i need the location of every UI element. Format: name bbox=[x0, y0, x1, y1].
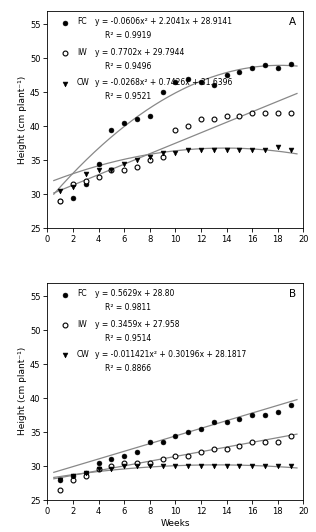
Text: R² = 0.9521: R² = 0.9521 bbox=[105, 92, 151, 101]
Text: R² = 0.8866: R² = 0.8866 bbox=[105, 364, 151, 373]
Text: R² = 0.9496: R² = 0.9496 bbox=[105, 62, 151, 71]
Text: CW: CW bbox=[77, 350, 89, 359]
Text: R² = 0.9919: R² = 0.9919 bbox=[105, 31, 151, 40]
Text: FC: FC bbox=[77, 17, 87, 26]
Text: FC: FC bbox=[77, 289, 87, 298]
Text: R² = 0.9514: R² = 0.9514 bbox=[105, 334, 151, 343]
Text: y = -0.0268x² + 0.7426x + 31.6396: y = -0.0268x² + 0.7426x + 31.6396 bbox=[95, 78, 232, 87]
X-axis label: Weeks: Weeks bbox=[161, 519, 190, 528]
Text: y = -0.0606x² + 2.2041x + 28.9141: y = -0.0606x² + 2.2041x + 28.9141 bbox=[95, 17, 232, 26]
Text: y = 0.7702x + 29.7944: y = 0.7702x + 29.7944 bbox=[95, 48, 184, 56]
Text: A: A bbox=[289, 17, 296, 27]
Text: y = 0.5629x + 28.80: y = 0.5629x + 28.80 bbox=[95, 289, 174, 298]
Y-axis label: Height (cm plant⁻¹): Height (cm plant⁻¹) bbox=[18, 76, 27, 163]
Text: y = 0.3459x + 27.958: y = 0.3459x + 27.958 bbox=[95, 320, 179, 329]
Text: R² = 0.9811: R² = 0.9811 bbox=[105, 303, 151, 312]
Text: CW: CW bbox=[77, 78, 89, 87]
Text: IW: IW bbox=[77, 320, 87, 329]
Text: B: B bbox=[289, 289, 296, 299]
Text: y = -0.011421x² + 0.30196x + 28.1817: y = -0.011421x² + 0.30196x + 28.1817 bbox=[95, 350, 246, 359]
Y-axis label: Height (cm plant⁻¹): Height (cm plant⁻¹) bbox=[18, 347, 27, 435]
Text: IW: IW bbox=[77, 48, 87, 56]
